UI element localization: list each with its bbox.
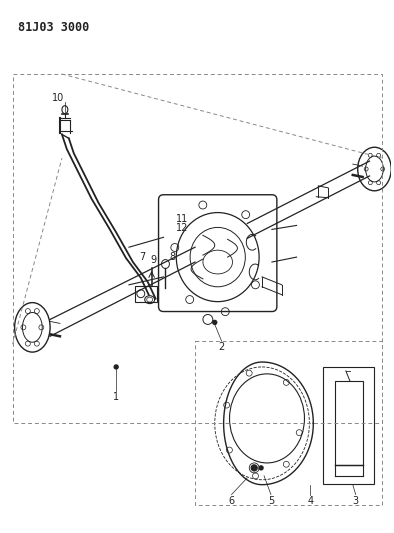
Text: 9: 9 xyxy=(151,255,157,265)
Text: 7: 7 xyxy=(139,252,146,262)
Circle shape xyxy=(114,365,118,369)
Text: 12: 12 xyxy=(176,223,188,233)
Text: 6: 6 xyxy=(229,496,234,505)
Bar xyxy=(335,381,362,465)
Text: 11: 11 xyxy=(176,214,188,223)
Text: 81J03 3000: 81J03 3000 xyxy=(18,21,89,34)
Text: 2: 2 xyxy=(219,342,225,352)
Bar xyxy=(323,367,374,484)
Text: 5: 5 xyxy=(268,496,274,505)
Circle shape xyxy=(213,320,217,325)
Bar xyxy=(135,286,156,302)
Text: 3: 3 xyxy=(353,496,359,505)
Text: 8: 8 xyxy=(169,252,175,262)
Circle shape xyxy=(259,466,263,470)
Text: 10: 10 xyxy=(52,93,64,103)
Circle shape xyxy=(251,465,257,471)
Text: 1: 1 xyxy=(113,392,119,402)
Text: 4: 4 xyxy=(307,496,314,505)
